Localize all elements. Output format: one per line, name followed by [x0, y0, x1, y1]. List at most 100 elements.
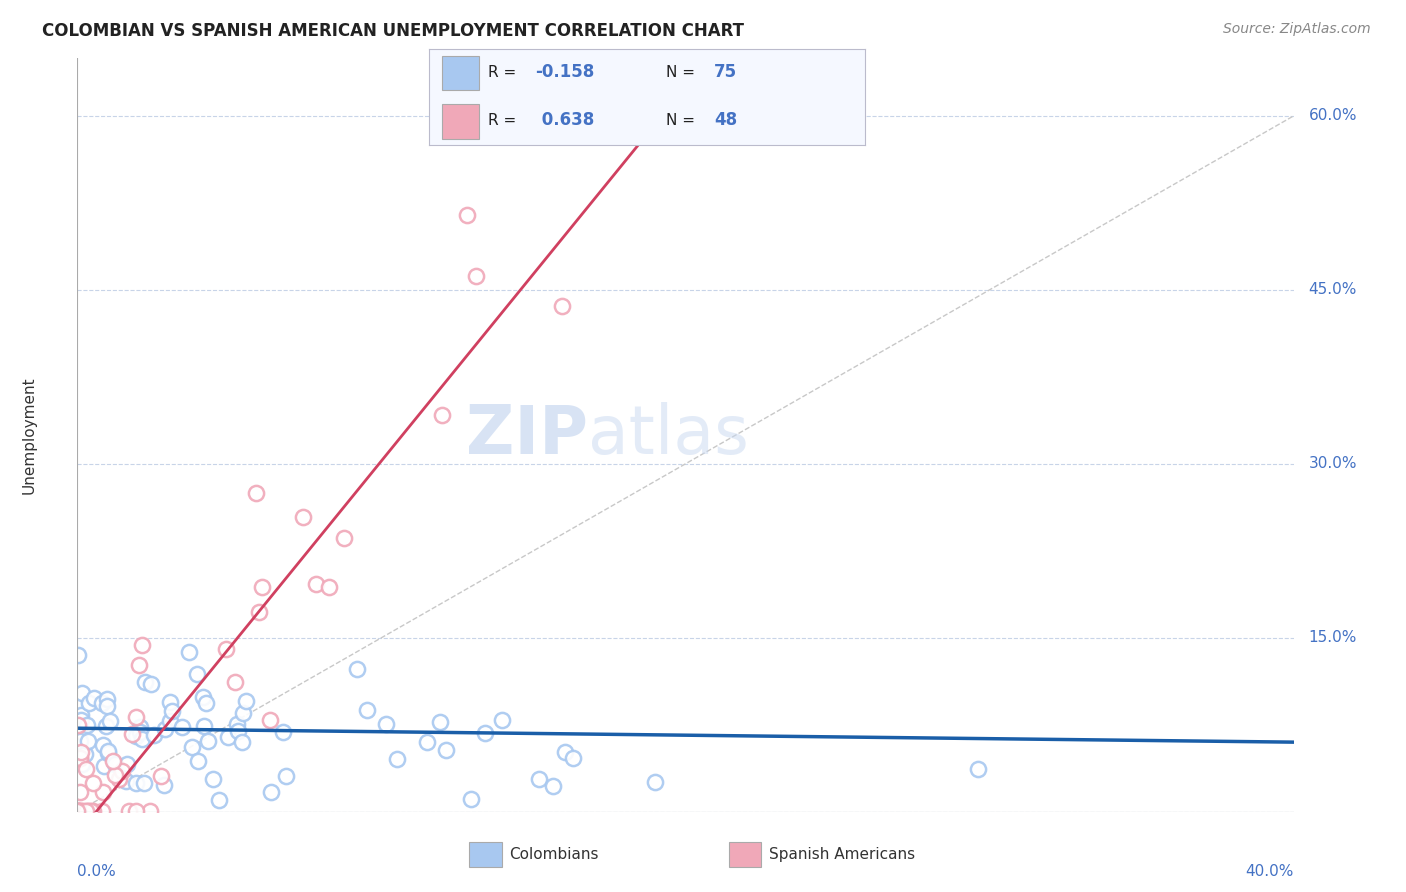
Point — [121, 727, 143, 741]
Point — [429, 715, 451, 730]
Bar — [728, 842, 762, 867]
Text: 75: 75 — [714, 63, 737, 81]
Point — [70, 707, 93, 722]
Point — [128, 720, 150, 734]
Point — [550, 299, 572, 313]
Point — [474, 725, 496, 739]
Text: R =: R = — [488, 65, 520, 79]
Point — [114, 773, 136, 788]
Point — [77, 733, 100, 747]
Point — [644, 775, 666, 789]
Point — [201, 772, 224, 786]
Point — [67, 718, 90, 732]
Text: 45.0%: 45.0% — [1309, 283, 1357, 297]
Bar — [441, 56, 479, 90]
Point — [430, 408, 453, 422]
Point — [562, 751, 585, 765]
Point — [70, 713, 93, 727]
Point — [94, 719, 117, 733]
Point — [98, 714, 121, 729]
Point — [115, 757, 138, 772]
Text: Colombians: Colombians — [509, 847, 599, 862]
Point — [250, 580, 273, 594]
Point — [247, 605, 270, 619]
Point — [464, 268, 486, 283]
Point — [90, 804, 112, 818]
Point — [66, 804, 89, 818]
Point — [90, 696, 112, 710]
Text: COLOMBIAN VS SPANISH AMERICAN UNEMPLOYMENT CORRELATION CHART: COLOMBIAN VS SPANISH AMERICAN UNEMPLOYME… — [42, 22, 744, 40]
Point — [160, 704, 183, 718]
Point — [97, 746, 120, 760]
Point — [69, 751, 91, 765]
Text: 0.0%: 0.0% — [77, 863, 117, 879]
Point — [66, 648, 89, 663]
Point — [108, 772, 131, 787]
Point — [541, 780, 564, 794]
Point — [66, 804, 89, 818]
Text: Source: ZipAtlas.com: Source: ZipAtlas.com — [1223, 22, 1371, 37]
Point — [318, 580, 340, 594]
Point — [385, 752, 408, 766]
Point — [375, 717, 398, 731]
Point — [66, 750, 89, 764]
Point — [131, 732, 153, 747]
Text: N =: N = — [666, 65, 700, 79]
Text: ZIP: ZIP — [467, 402, 588, 467]
Point — [460, 792, 482, 806]
Point — [491, 714, 513, 728]
Point — [224, 674, 246, 689]
Point — [91, 738, 114, 752]
Point — [131, 638, 153, 652]
Point — [195, 696, 218, 710]
Point — [191, 690, 214, 705]
Point — [187, 754, 209, 768]
Point — [82, 804, 104, 818]
Point — [260, 785, 283, 799]
Point — [76, 717, 98, 731]
Point — [96, 692, 118, 706]
Text: 30.0%: 30.0% — [1309, 457, 1357, 471]
Point — [70, 745, 93, 759]
Point — [356, 702, 378, 716]
Text: 60.0%: 60.0% — [1309, 109, 1357, 123]
Point — [125, 776, 148, 790]
Point — [966, 762, 988, 776]
Point — [70, 756, 93, 771]
Point — [91, 785, 114, 799]
Point — [124, 804, 146, 818]
Point — [180, 740, 202, 755]
Point — [69, 734, 91, 748]
Point — [69, 804, 91, 818]
Point — [70, 686, 93, 700]
Point — [186, 667, 208, 681]
Point — [125, 710, 148, 724]
Point — [305, 576, 328, 591]
Text: -0.158: -0.158 — [536, 63, 595, 81]
Point — [75, 747, 97, 761]
Text: 48: 48 — [714, 112, 737, 129]
Point — [77, 804, 100, 818]
Text: N =: N = — [666, 113, 700, 128]
Point — [226, 723, 249, 738]
Point — [72, 804, 94, 818]
Point — [139, 804, 162, 818]
Point — [66, 804, 89, 818]
Point — [93, 759, 115, 773]
Point — [276, 769, 298, 783]
Point — [291, 509, 314, 524]
Point — [153, 779, 176, 793]
Point — [125, 730, 148, 744]
Point — [159, 694, 181, 708]
Text: Unemployment: Unemployment — [21, 376, 37, 493]
Point — [76, 804, 98, 818]
Bar — [441, 104, 479, 138]
Point — [67, 804, 90, 818]
Point — [142, 728, 165, 742]
Point — [271, 725, 294, 739]
Point — [70, 804, 93, 818]
Point — [69, 723, 91, 738]
Text: Spanish Americans: Spanish Americans — [769, 847, 915, 862]
Point — [170, 720, 193, 734]
Text: 15.0%: 15.0% — [1309, 631, 1357, 645]
